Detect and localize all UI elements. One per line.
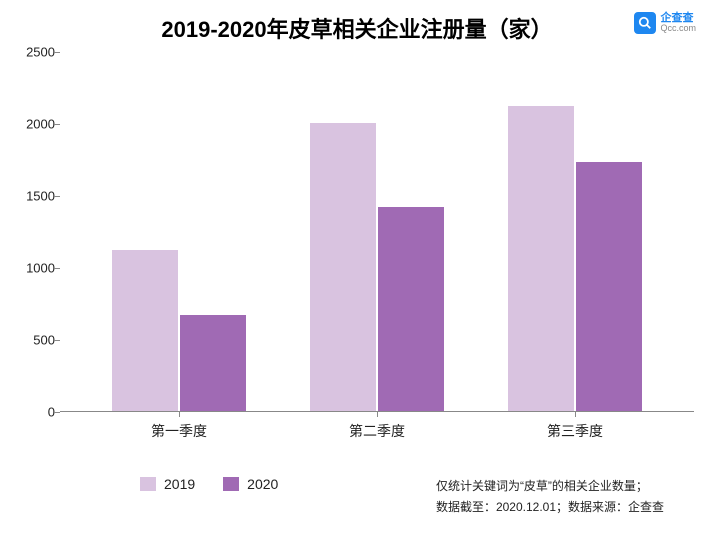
legend-item: 2019 xyxy=(140,476,195,492)
bar xyxy=(310,123,376,411)
legend-swatch xyxy=(223,477,239,491)
bar xyxy=(508,106,574,411)
bar xyxy=(112,250,178,411)
bar xyxy=(378,207,444,411)
x-category-label: 第三季度 xyxy=(547,421,603,441)
legend-item: 2020 xyxy=(223,476,278,492)
footnote-line-2: 数据截至：2020.12.01；数据来源：企查查 xyxy=(436,497,664,517)
x-category-label: 第一季度 xyxy=(151,421,207,441)
bar-group: 第二季度 xyxy=(310,52,444,411)
chart-area: 05001000150020002500 第一季度第二季度第三季度 xyxy=(60,52,694,432)
y-tick-label: 2500 xyxy=(15,45,55,60)
legend: 2019 2020 xyxy=(140,476,278,492)
legend-label: 2020 xyxy=(247,476,278,492)
chart-footer: 2019 2020 仅统计关键词为“皮草”的相关企业数量； 数据截至：2020.1… xyxy=(0,476,714,517)
x-tick-mark xyxy=(575,411,576,417)
y-tick-label: 0 xyxy=(15,405,55,420)
y-tick-label: 1000 xyxy=(15,261,55,276)
y-tick-label: 500 xyxy=(15,333,55,348)
chart-header: 2019-2020年皮草相关企业注册量（家） 企查查 Qcc.com xyxy=(0,0,714,52)
bar xyxy=(180,315,246,411)
chart-title: 2019-2020年皮草相关企业注册量（家） xyxy=(161,12,552,44)
x-category-label: 第二季度 xyxy=(349,421,405,441)
x-tick-mark xyxy=(377,411,378,417)
y-tick-label: 1500 xyxy=(15,189,55,204)
footnote-line-1: 仅统计关键词为“皮草”的相关企业数量； xyxy=(436,476,664,496)
plot-region: 第一季度第二季度第三季度 xyxy=(60,52,694,412)
bar xyxy=(576,162,642,411)
bar-group: 第一季度 xyxy=(112,52,246,411)
brand-logo: 企查查 Qcc.com xyxy=(634,12,696,34)
bar-group: 第三季度 xyxy=(508,52,642,411)
legend-label: 2019 xyxy=(164,476,195,492)
qcc-icon xyxy=(634,12,656,34)
y-axis: 05001000150020002500 xyxy=(15,52,55,412)
y-tick-label: 2000 xyxy=(15,117,55,132)
x-tick-mark xyxy=(179,411,180,417)
logo-url-text: Qcc.com xyxy=(660,24,696,33)
y-tick-mark xyxy=(54,412,60,413)
footnotes: 仅统计关键词为“皮草”的相关企业数量； 数据截至：2020.12.01；数据来源… xyxy=(436,476,664,517)
legend-swatch xyxy=(140,477,156,491)
